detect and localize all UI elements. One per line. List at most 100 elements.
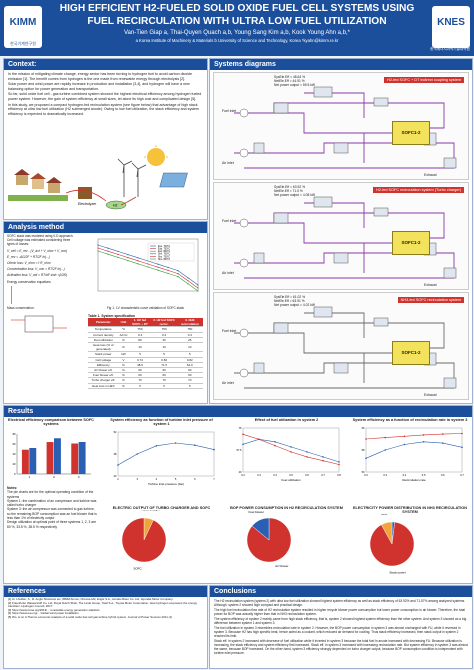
component [253, 362, 265, 374]
analysis-heading: Analysis method [4, 222, 207, 233]
y-tick-label: 60 [13, 442, 16, 446]
iv-point [127, 257, 129, 259]
table-header: 3. NH3 recirculation [176, 318, 203, 328]
table-cell: 60 [128, 372, 152, 379]
x-tick-label: 2 [117, 477, 119, 481]
legend-entry: Exp. 700°C [158, 245, 170, 248]
pie-slice [121, 517, 167, 563]
y-tick-label: 50 [362, 470, 365, 474]
table-cell: 70 [151, 377, 177, 384]
table-row: Temperature °C 750 750 750 [88, 326, 203, 333]
table-cell: 0.82 [176, 357, 203, 363]
pipe [304, 202, 365, 228]
diagram-svg [234, 196, 457, 279]
system-performance-values: SysEle.Eff = 48.64 % NetEle.Eff = 44.91 … [274, 75, 315, 87]
y-tick-label: 0 [14, 472, 16, 476]
y-tick-label: 40 [13, 452, 16, 456]
pie-label: Fuel blower [248, 510, 264, 514]
table-cell: kW [118, 351, 129, 358]
system-diagram-1: SOFC1-2 H2-fed SOFC + DT indirect couplin… [213, 72, 469, 180]
x-tick-label: 5 [175, 477, 177, 481]
table-row: Heat loss in HEX% 5 5 5 [88, 383, 203, 389]
table-cell: 60 [151, 367, 177, 374]
x-tick-label: 0.5 [422, 473, 426, 477]
table-cell: 750 [176, 326, 203, 333]
reference-item: [1] Ar. Lhuillier, S., R. Anglo Sharmani… [8, 597, 174, 601]
plot-area [242, 427, 340, 473]
component [313, 306, 333, 318]
iv-point [157, 269, 159, 271]
equation: Ohmic loss: V_ohm = I·R_ohm [7, 261, 51, 266]
system-performance-values: SysEle.Eff = 61.02 % NetEle.Eff = 63.91 … [274, 295, 315, 307]
component [443, 157, 457, 169]
table-row: Fuel blower eff.% 60 60 60 [88, 372, 203, 379]
table-cell: % [118, 383, 129, 389]
x-tick-label: 6 [194, 477, 196, 481]
table-cell: 10 [128, 342, 152, 353]
iv-point [187, 283, 189, 285]
reference-list: [1] Ar. Lhuillier, S., R. Anglo Sharmani… [4, 597, 207, 621]
table-cell: A/cm² [118, 332, 129, 338]
table-cell: 80 [128, 337, 152, 344]
iv-curve-caption: Fig 1. I-V characteristic curve validati… [106, 306, 185, 310]
iv-point [147, 263, 149, 265]
table-cell: Fuel utilization [88, 337, 119, 344]
iv-point [137, 260, 139, 262]
table-cell: 5 [151, 351, 177, 358]
conclusions-heading: Conclusions [210, 586, 472, 597]
table-cell: 5 [128, 383, 152, 389]
equation: V_cell = E_rev - (V_act + V_ohm + V_con) [7, 248, 68, 253]
results-section: Results Electrical efficiency comparison… [3, 405, 473, 584]
poster-title: HIGH EFFICIENT H2-FUELED SOLID OXIDE FUE… [59, 3, 415, 27]
component [253, 142, 265, 154]
blower-icon [239, 258, 249, 268]
component [373, 97, 389, 107]
iv-point [197, 290, 199, 292]
pipe [244, 252, 455, 279]
kimm-logo: KIMM 한국기계연구원 [4, 6, 42, 48]
table-cell: 750 [151, 326, 177, 333]
series-line [365, 433, 463, 440]
poster-header: KIMM 한국기계연구원 HIGH EFFICIENT H2-FUELED SO… [0, 0, 474, 56]
conclusion-item: The system efficiency of system 2 mainly… [214, 617, 467, 625]
references-section: References [1] Ar. Lhuillier, S., R. Ang… [3, 585, 208, 669]
pipe [234, 222, 394, 244]
iv-point [167, 269, 169, 271]
table-cell: % [118, 337, 129, 344]
control-volume-sketch [11, 315, 67, 333]
pie-title: ELECTRIC OUTPUT OF TURBO CHARGER AND SOF… [112, 506, 211, 510]
table-row: Heat loss (% of generated)% 10 10 10 [88, 342, 203, 353]
pie-bop-h2: BOP POWER CONSUMPTION IN H2 RECIRCULATIO… [229, 506, 344, 577]
x-axis-label: Recirculation rate [402, 478, 426, 482]
table-cell: % [118, 372, 129, 379]
system-diagram-2: SOFC1-2 H2-fed SOFC recirculation system … [213, 182, 469, 290]
legend-entry: Sim. 750°C [158, 255, 170, 258]
stream-label: Fuel inlet [222, 109, 237, 113]
pie-label: Turbo charger [141, 510, 160, 512]
sofc-stack: SOFC1-2 [392, 231, 430, 255]
x-tick-label: 0.2 [364, 473, 368, 477]
iv-point [187, 277, 189, 279]
component [333, 142, 349, 154]
iv-point [157, 263, 159, 265]
table-cell: 25 [176, 337, 203, 344]
iv-point [127, 254, 129, 256]
pipe [234, 142, 394, 154]
iv-point [197, 284, 199, 286]
x-tick-label: 0.4 [403, 473, 407, 477]
systems-heading: Systems diagrams [210, 59, 472, 70]
component [273, 322, 289, 334]
x-tick-label: 0.4 [273, 473, 277, 477]
pipe [244, 362, 455, 389]
table-cell: Heat loss (% of generated) [88, 342, 119, 353]
x-tick-label: 0.8 [337, 473, 341, 477]
table-cell: Current density [88, 332, 119, 338]
iv-point [137, 263, 139, 265]
table-cell: % [118, 342, 129, 353]
iv-point [117, 256, 119, 258]
stream-label: Air inlet [222, 161, 234, 165]
conclusion-item: The high fuel recirculation flow rate of… [214, 608, 465, 616]
sofc-stack: SOFC1-2 [392, 121, 430, 145]
table-cell: 25 [151, 337, 177, 344]
component [313, 86, 333, 98]
